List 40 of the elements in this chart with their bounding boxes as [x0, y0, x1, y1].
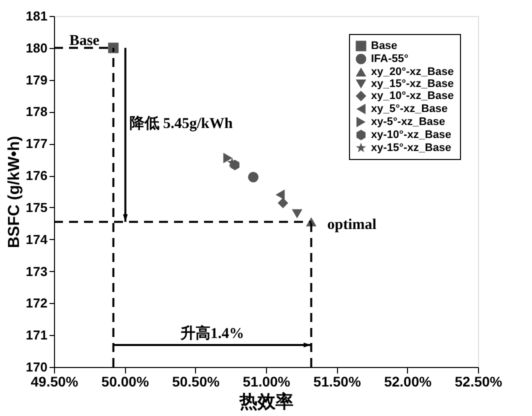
- y-tick-label: 170: [26, 360, 48, 374]
- y-tick-label: 173: [26, 264, 48, 279]
- y-tick-label: 178: [26, 104, 48, 120]
- legend-label: xy-10°-xz_Base: [371, 129, 452, 141]
- point: [278, 198, 288, 208]
- legend-label: Base: [371, 40, 398, 52]
- point: [276, 189, 285, 200]
- point: [292, 209, 302, 218]
- point: [108, 42, 119, 54]
- annotation: Base: [69, 32, 100, 49]
- legend-label: xy_10°-xz_Base: [371, 90, 454, 102]
- x-tick-label: 49.50%: [30, 374, 79, 390]
- annotation: optimal: [327, 216, 376, 233]
- x-tick-label: 52.00%: [384, 374, 432, 390]
- y-tick-label: 181: [26, 8, 48, 24]
- legend-label: xy-5°-xz_Base: [371, 116, 446, 128]
- y-tick-label: 180: [26, 40, 48, 56]
- y-tick-label: 177: [26, 136, 48, 152]
- y-tick-label: 174: [26, 232, 48, 247]
- legend-label: xy_5°-xz_Base: [371, 103, 448, 115]
- x-tick-label: 52.50%: [454, 374, 503, 390]
- y-tick-label: 179: [26, 72, 48, 88]
- y-tick-label: 172: [26, 296, 48, 311]
- y-tick-label: 175: [26, 200, 48, 215]
- annotation: 降低 5.45g/kWh: [129, 114, 234, 132]
- point: [223, 152, 232, 164]
- x-axis-title: 热效率: [238, 392, 294, 412]
- y-tick-label: 171: [26, 328, 48, 343]
- legend-label: xy-15°-xz_Base: [371, 142, 452, 154]
- annotation: 升高1.4%: [179, 324, 244, 342]
- x-tick-label: 50.00%: [101, 374, 150, 390]
- point: [248, 172, 259, 182]
- x-tick-label: 51.50%: [313, 374, 362, 390]
- legend-label: xy_15°-xz_Base: [371, 78, 454, 90]
- y-axis-title: BSFC (g/kW•h): [6, 136, 23, 248]
- y-tick-label: 176: [26, 168, 48, 184]
- legend-label: IFA-55°: [371, 53, 408, 65]
- legend-label: xy_20°-xz_Base: [371, 66, 454, 78]
- x-tick-label: 51.00%: [242, 374, 291, 390]
- x-tick-label: 50.50%: [172, 374, 220, 390]
